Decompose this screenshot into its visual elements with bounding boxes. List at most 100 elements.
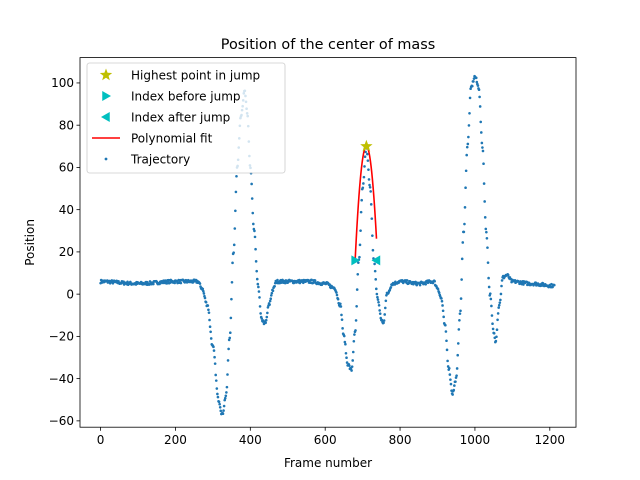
trajectory-point [492, 332, 496, 335]
trajectory-point [484, 227, 488, 231]
trajectory-point [358, 243, 362, 247]
legend-label: Highest point in jump [131, 68, 260, 82]
trajectory-point [313, 279, 317, 282]
trajectory-point [368, 183, 371, 187]
trajectory-point [214, 373, 217, 377]
trajectory-point [468, 96, 472, 100]
trajectory-point [362, 182, 365, 185]
trajectory-point [436, 287, 440, 291]
trajectory-point [371, 234, 374, 237]
trajectory-point [361, 186, 365, 190]
trajectory-point [353, 333, 356, 336]
index-after-jump-marker [371, 255, 381, 266]
trajectory-point [202, 292, 206, 295]
trajectory-point [250, 197, 254, 200]
legend: Highest point in jump Index before jump In… [86, 62, 286, 174]
y-tick-label: 80 [59, 118, 74, 132]
trajectory-point [487, 276, 490, 280]
y-tick-label: −20 [49, 330, 74, 344]
y-axis-label: Position [23, 219, 37, 266]
trajectory-point [310, 278, 314, 282]
trajectory-point [471, 84, 474, 88]
trajectory-point [224, 394, 228, 398]
polynomial-fit-series [354, 145, 378, 261]
trajectory-point [377, 303, 381, 307]
trajectory-point [489, 297, 493, 301]
trajectory-point [264, 318, 268, 322]
trajectory-point [477, 88, 481, 92]
trajectory-point [226, 359, 230, 362]
trajectory-point [255, 269, 258, 273]
trajectory-point [458, 318, 461, 322]
trajectory-point [276, 278, 279, 282]
trajectory-point [207, 308, 210, 312]
trajectory-point [495, 328, 499, 331]
trajectory-point [225, 385, 229, 389]
x-tick-label: 200 [164, 433, 187, 447]
trajectory-point [344, 342, 347, 346]
x-axis: 0 200 400 600 800 1000 1200 [97, 427, 565, 447]
trajectory-point [374, 287, 378, 291]
trajectory-point [382, 321, 385, 325]
trajectory-point [355, 304, 358, 308]
trajectory-point [341, 327, 344, 330]
trajectory-point [233, 227, 237, 230]
trajectory-point [214, 379, 218, 382]
trajectory-point [258, 305, 262, 308]
trajectory-point [459, 309, 462, 313]
trajectory-point [418, 283, 422, 287]
trajectory-point [378, 309, 381, 312]
trajectory-point [265, 315, 269, 319]
trajectory-point [485, 230, 488, 234]
trajectory-point [433, 279, 436, 283]
trajectory-point [252, 222, 255, 226]
trajectory-point [455, 374, 458, 377]
trajectory-point [226, 373, 229, 376]
trajectory-point [212, 345, 215, 349]
trajectory-point [340, 313, 343, 317]
trajectory-point [444, 323, 447, 327]
trajectory-point [209, 330, 212, 334]
trajectory-point [376, 295, 379, 299]
legend-dot-icon [104, 157, 108, 161]
trajectory-point [441, 309, 445, 313]
trajectory-point [383, 313, 387, 316]
trajectory-point [222, 404, 226, 408]
trajectory-point [464, 186, 467, 190]
trajectory-point [339, 302, 342, 306]
trajectory-point [467, 124, 471, 127]
trajectory-point [363, 155, 367, 159]
trajectory-point [479, 131, 483, 134]
trajectory-point [364, 150, 367, 154]
trajectory-point [481, 149, 485, 153]
trajectory-point [445, 339, 448, 343]
chart-title: Position of the center of mass [221, 37, 435, 53]
legend-label: Index after jump [131, 110, 230, 124]
trajectory-point [370, 217, 374, 220]
trajectory-point [491, 322, 494, 326]
trajectory-point [367, 178, 371, 181]
trajectory-point [367, 168, 370, 171]
trajectory-point [496, 318, 499, 322]
legend-triangle-left-icon [101, 112, 110, 122]
trajectory-point [345, 361, 349, 364]
trajectory-point [499, 298, 502, 302]
trajectory-point [483, 200, 486, 203]
trajectory-point [340, 318, 344, 321]
trajectory-point [474, 76, 478, 80]
trajectory-point [312, 281, 315, 284]
trajectory-point [259, 312, 262, 315]
trajectory-point [230, 297, 233, 301]
trajectory-point [497, 303, 501, 307]
trajectory-point [458, 312, 462, 315]
trajectory-point [424, 282, 428, 286]
legend-label: Trajectory [130, 152, 190, 166]
plot-area [79, 57, 577, 428]
trajectory-point [495, 335, 498, 339]
trajectory-point [253, 235, 257, 239]
trajectory-point [359, 210, 363, 214]
trajectory-point [368, 186, 372, 189]
trajectory-point [270, 291, 274, 295]
x-tick-label: 1200 [535, 433, 566, 447]
trajectory-point [219, 409, 223, 413]
